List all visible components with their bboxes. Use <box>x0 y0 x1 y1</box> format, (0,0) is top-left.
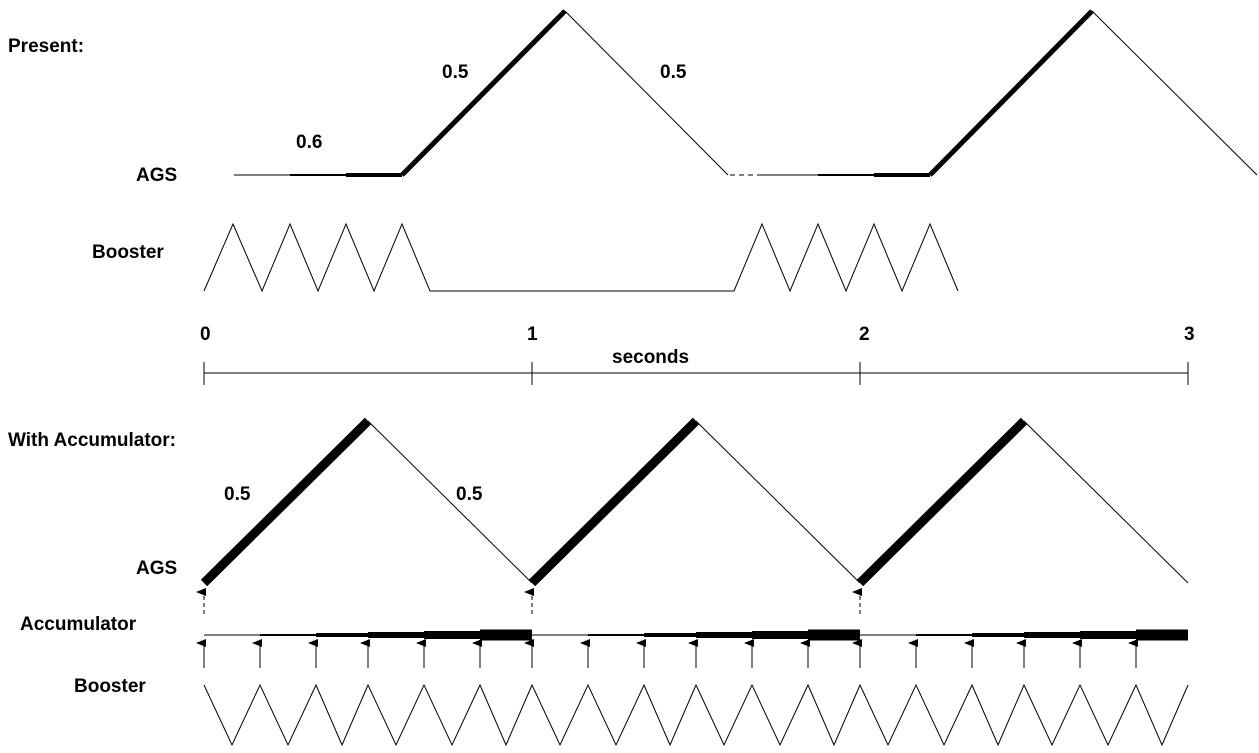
present-ags-waveform <box>234 9 1258 177</box>
booster-arrows <box>196 639 1138 668</box>
axis-unit-label: seconds <box>612 347 689 368</box>
present-fall-value-label: 0.5 <box>660 62 687 83</box>
axis-tick-label-3: 3 <box>1184 324 1195 345</box>
present-booster-waveform <box>203 222 959 293</box>
accumulator-section-title: With Accumulator: <box>8 430 176 451</box>
present-flat-value-label: 0.6 <box>296 132 322 153</box>
accumulator-ags-label: AGS <box>136 558 177 579</box>
accumulator-rise-value-label: 0.5 <box>224 484 251 505</box>
present-title: Present: <box>8 36 84 57</box>
accumulator-booster-waveform <box>203 683 1189 747</box>
present-ags-label: AGS <box>136 165 177 186</box>
accumulator-fall-value-label: 0.5 <box>456 484 483 505</box>
axis-tick-label-1: 1 <box>527 324 538 345</box>
time-axis <box>203 362 1189 385</box>
axis-tick-label-0: 0 <box>200 324 211 345</box>
accumulator-booster-label: Booster <box>74 676 146 697</box>
present-rise-value-label: 0.5 <box>442 62 469 83</box>
ags-arrows <box>196 588 862 614</box>
axis-tick-label-2: 2 <box>859 324 870 345</box>
accumulator-ags-waveform <box>200 417 1189 587</box>
present-booster-label: Booster <box>92 242 164 263</box>
accumulator-row-label: Accumulator <box>20 614 137 635</box>
